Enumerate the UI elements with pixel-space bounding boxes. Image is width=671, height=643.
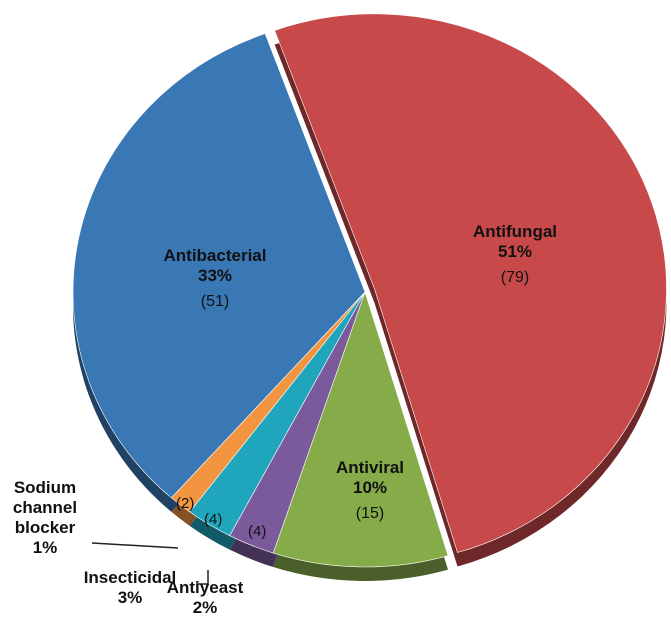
- percent-label: 1%: [32, 538, 58, 557]
- percent-label: 2%: [192, 598, 218, 617]
- slice: [72, 33, 366, 499]
- percent-label: 10%: [352, 478, 388, 497]
- count-label: (4): [248, 523, 267, 540]
- category-label: Antifungal: [472, 222, 558, 241]
- slice: [274, 13, 667, 553]
- slice-label: Antifungal 51% (79): [440, 222, 590, 288]
- slice-label: Sodium channel blocker 1%: [0, 478, 90, 558]
- count-label: (2): [176, 495, 195, 512]
- category-label: Antibacterial: [163, 246, 267, 265]
- leader-line: [196, 570, 209, 585]
- slice-label: Insecticidal 3%: [70, 568, 190, 608]
- category-label: Antiviral: [335, 458, 405, 477]
- category-label: Sodium channel blocker: [12, 478, 78, 537]
- leader-line: [91, 542, 179, 549]
- slice-label: Antiviral 10% (15): [315, 458, 425, 524]
- slice: [272, 291, 449, 568]
- percent-label: 3%: [117, 588, 143, 607]
- slice-label: Antiyeast 2%: [150, 578, 260, 618]
- count-label: (4): [204, 511, 223, 528]
- category-label: Insecticidal: [83, 568, 177, 587]
- count-label: (79): [500, 269, 530, 286]
- category-label: Antiyeast: [166, 578, 244, 597]
- count-label: (15): [355, 505, 385, 522]
- count-label: (51): [200, 293, 230, 310]
- percent-label: 51%: [497, 242, 533, 261]
- slice-label: Antibacterial 33% (51): [130, 246, 300, 312]
- percent-label: 33%: [197, 266, 233, 285]
